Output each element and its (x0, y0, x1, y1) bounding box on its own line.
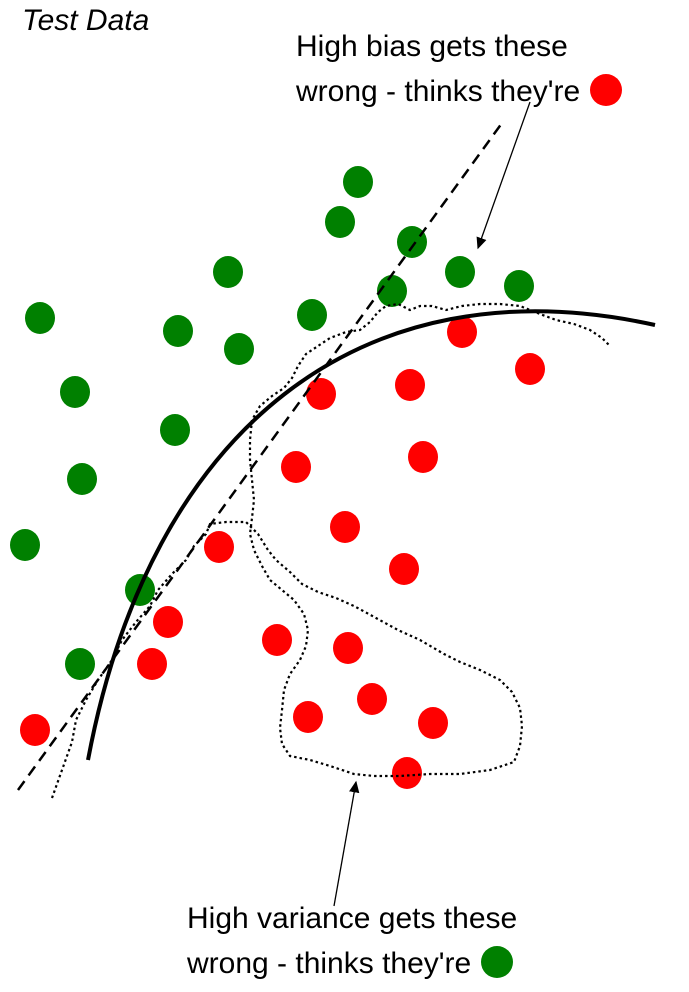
red-data-point (137, 648, 167, 680)
red-data-point (395, 369, 425, 401)
red-data-point (204, 531, 234, 563)
green-data-point (397, 226, 427, 258)
high-variance-boundary (50, 302, 611, 799)
green-data-point (445, 256, 475, 288)
green-data-point (10, 529, 40, 561)
red-data-point (515, 353, 545, 385)
green-data-point (297, 299, 327, 331)
green-data-point (60, 376, 90, 408)
high-bias-boundary (16, 122, 504, 791)
red-data-point (20, 714, 50, 746)
green-dot-swatch (481, 946, 514, 978)
red-data-point (330, 511, 360, 543)
bias-arrow (476, 101, 531, 250)
green-data-point (377, 275, 407, 307)
high-bias-annotation-line2: wrong - thinks they're (296, 75, 581, 108)
red-data-point (153, 606, 183, 638)
red-dot-swatch (590, 74, 623, 106)
high-bias-annotation-line1: High bias gets these (296, 30, 568, 63)
red-data-point (281, 451, 311, 483)
red-data-point (262, 624, 292, 656)
red-data-point (293, 701, 323, 733)
red-data-point (447, 316, 477, 348)
red-data-point (306, 378, 336, 410)
green-data-point (213, 256, 243, 288)
red-data-point (408, 441, 438, 473)
red-data-point (392, 757, 422, 789)
green-data-point (67, 463, 97, 495)
red-data-point (418, 707, 448, 739)
red-data-point (389, 553, 419, 585)
green-data-point (163, 315, 193, 347)
high-variance-annotation-line1: High variance gets these (187, 902, 518, 935)
red-points (20, 316, 545, 789)
high-variance-annotation: High variance gets these wrong - thinks … (187, 896, 517, 986)
high-variance-annotation-line2: wrong - thinks they're (187, 947, 472, 980)
page-title: Test Data (22, 4, 150, 37)
variance-arrow (333, 780, 360, 907)
green-data-point (25, 302, 55, 334)
red-data-point (333, 632, 363, 664)
red-data-point (357, 683, 387, 715)
green-data-point (65, 648, 95, 680)
green-data-point (325, 206, 355, 238)
green-points (10, 166, 534, 680)
green-data-point (343, 166, 373, 198)
high-bias-annotation: High bias gets these wrong - thinks they… (296, 24, 623, 114)
green-data-point (224, 333, 254, 365)
green-data-point (160, 414, 190, 446)
green-data-point (504, 270, 534, 302)
